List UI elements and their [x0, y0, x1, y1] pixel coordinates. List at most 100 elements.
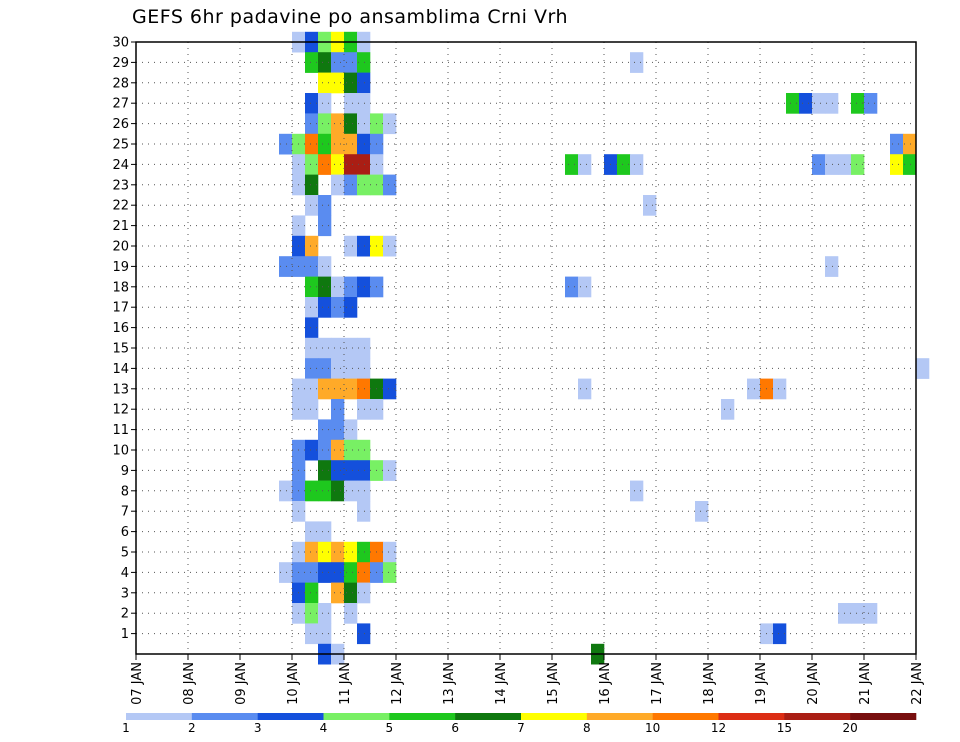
heatmap-cell — [331, 399, 345, 420]
heatmap-cell — [383, 113, 397, 135]
heatmap-cell — [331, 133, 345, 155]
heatmap-cell — [357, 358, 371, 379]
heatmap-cell — [331, 419, 345, 441]
heatmap-cell — [903, 133, 917, 155]
heatmap-cell — [812, 154, 826, 175]
heatmap-cell — [318, 337, 332, 359]
heatmap-cell — [318, 52, 332, 73]
legend-swatch — [586, 713, 653, 720]
heatmap-cell — [344, 297, 358, 318]
heatmap-cell — [357, 72, 371, 94]
heatmap-cell — [305, 52, 319, 73]
heatmap-cell — [305, 541, 319, 563]
heatmap-cell — [331, 562, 345, 583]
heatmap-cell — [864, 93, 878, 114]
heatmap-cell — [786, 93, 800, 114]
legend-label: 8 — [583, 721, 591, 735]
legend-label: 5 — [386, 721, 394, 735]
heatmap-cell — [318, 541, 332, 563]
y-tick-label: 5 — [121, 546, 129, 561]
heatmap-cell — [331, 276, 345, 298]
heatmap-cell — [318, 154, 332, 175]
heatmap-cell — [357, 276, 371, 298]
y-tick-label: 8 — [121, 484, 129, 499]
heatmap-cell — [279, 133, 293, 155]
heatmap-cell — [825, 256, 839, 277]
heatmap-cell — [344, 93, 358, 114]
heatmap-cell — [305, 195, 319, 216]
x-tick-label: 22 JAN — [910, 662, 925, 705]
heatmap-cell — [318, 419, 332, 441]
heatmap-cell — [305, 480, 319, 502]
y-tick-label: 11 — [112, 423, 129, 438]
heatmap-cell — [578, 276, 592, 298]
heatmap-cell — [331, 297, 345, 318]
heatmap-cell — [357, 378, 371, 400]
axis-layer: 1234567891011121314151617181920212223242… — [112, 36, 925, 705]
heatmap-cell — [383, 235, 397, 257]
heatmap-cell — [344, 52, 358, 73]
legend-swatch — [323, 713, 390, 720]
legend-swatch — [652, 713, 719, 720]
heatmap-cell — [643, 195, 657, 216]
heatmap-cell — [344, 358, 358, 379]
legend-label: 2 — [188, 721, 196, 735]
y-tick-label: 17 — [112, 301, 129, 316]
heatmap-cell — [318, 521, 332, 543]
heatmap-cell — [851, 603, 865, 624]
heatmap-cell — [331, 337, 345, 359]
heatmap-cell — [318, 358, 332, 379]
heatmap-cell — [305, 562, 319, 583]
x-tick-label: 10 JAN — [286, 662, 301, 705]
legend-swatch — [718, 713, 785, 720]
heatmap-cell — [305, 256, 319, 277]
x-tick-label: 16 JAN — [598, 662, 613, 705]
x-tick-label: 13 JAN — [442, 662, 457, 705]
x-tick-label: 08 JAN — [182, 662, 197, 705]
heatmap-cell — [617, 154, 631, 175]
heatmap-cell — [331, 52, 345, 73]
heatmap-cell — [279, 562, 293, 583]
heatmap-cell — [318, 195, 332, 216]
y-tick-label: 14 — [112, 362, 129, 377]
heatmap-cell — [357, 174, 371, 196]
legend-swatch — [191, 713, 258, 720]
y-tick-label: 19 — [112, 260, 129, 275]
heatmap-cell — [383, 562, 397, 583]
heatmap-cell — [331, 113, 345, 135]
heatmap-cell — [279, 480, 293, 502]
heatmap-cell — [305, 378, 319, 400]
y-tick-label: 18 — [112, 280, 129, 295]
legend-swatch — [521, 713, 588, 720]
heatmap-cell — [305, 276, 319, 298]
heatmap-cell — [812, 93, 826, 114]
legend-swatch — [850, 713, 917, 720]
heatmap-cell — [357, 562, 371, 583]
heatmap-cell — [331, 72, 345, 94]
heatmap-cell — [344, 337, 358, 359]
heatmap-cell — [318, 439, 332, 461]
heatmap-cell — [578, 154, 592, 175]
heatmap-cell — [305, 113, 319, 135]
y-tick-label: 1 — [121, 627, 129, 642]
heatmap-cell — [318, 113, 332, 135]
heatmap-cell — [305, 317, 319, 339]
heatmap-cell — [305, 235, 319, 257]
y-tick-label: 10 — [112, 444, 129, 459]
legend-label: 1 — [122, 721, 130, 735]
heatmap-cell — [305, 521, 319, 543]
y-tick-label: 15 — [112, 342, 129, 357]
y-tick-label: 24 — [112, 158, 129, 173]
heatmap-cell — [344, 541, 358, 563]
grid-layer — [136, 42, 916, 654]
heatmap-cell — [825, 93, 839, 114]
heatmap-cell — [578, 378, 592, 400]
heatmap-cell — [305, 358, 319, 379]
heatmap-cell — [331, 358, 345, 379]
chart-title: GEFS 6hr padavine po ansamblima Crni Vrh — [132, 6, 568, 28]
x-tick-label: 15 JAN — [546, 662, 561, 705]
heatmap-cell — [773, 623, 787, 645]
legend-label: 12 — [711, 721, 726, 735]
heatmap-cell — [331, 541, 345, 563]
